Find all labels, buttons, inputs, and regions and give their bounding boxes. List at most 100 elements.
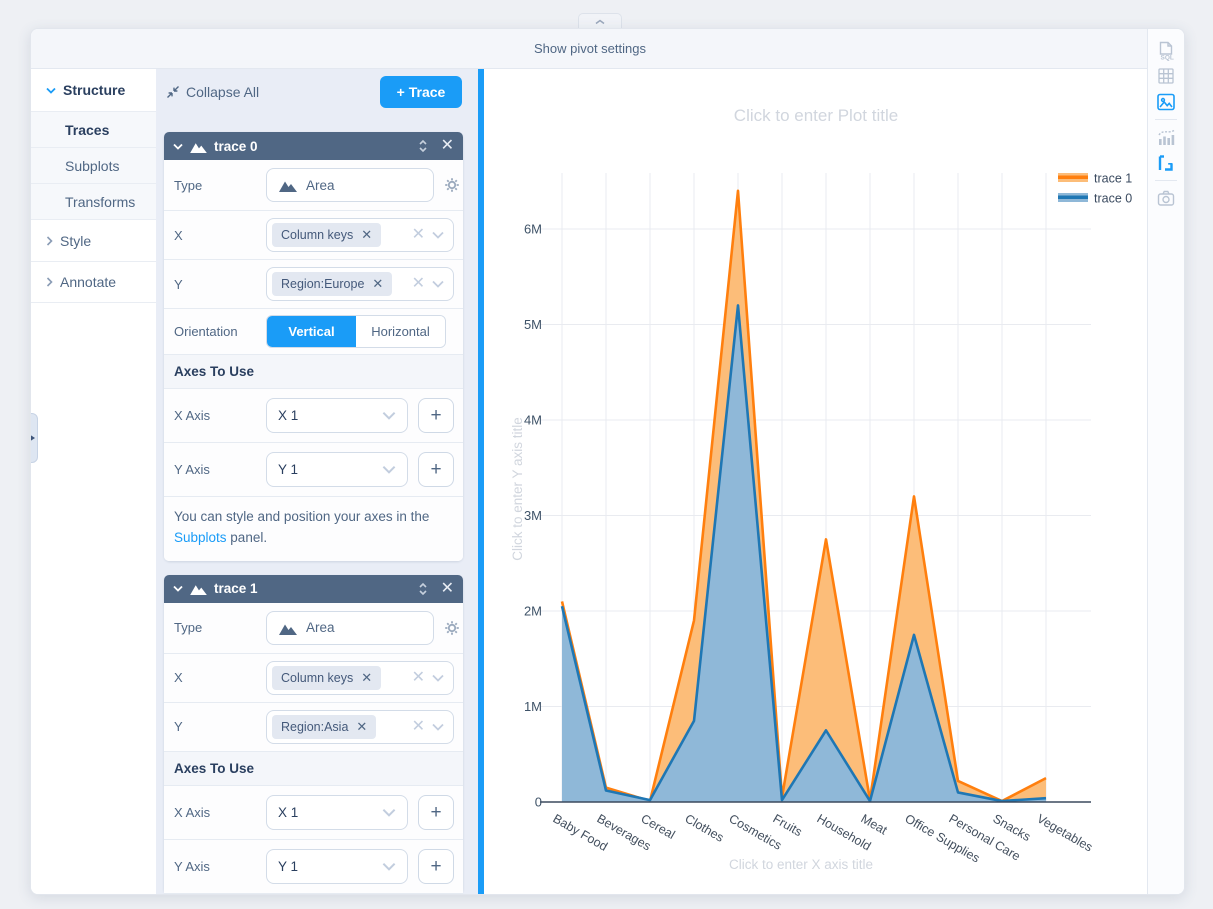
- add-x-axis-button[interactable]: +: [418, 794, 454, 830]
- x-axis-title-placeholder[interactable]: Click to enter X axis title: [729, 857, 873, 872]
- y-axis-select[interactable]: Y 1: [266, 452, 408, 487]
- reorder-trace-icon[interactable]: [418, 138, 428, 154]
- toolbar-divider: [1155, 119, 1177, 120]
- analyze-chart-icon[interactable]: [1153, 124, 1179, 150]
- camera-snapshot-icon[interactable]: [1153, 185, 1179, 211]
- area-chart-icon: [279, 181, 297, 192]
- chevron-down-icon: [382, 465, 396, 474]
- chevron-down-icon: [173, 586, 183, 593]
- sidebar-item-traces[interactable]: Traces: [31, 111, 156, 147]
- y-tick-label: 6M: [524, 222, 542, 237]
- chart-editor-window: Show pivot settings Structure Traces Sub…: [30, 28, 1185, 895]
- sidebar: Structure Traces Subplots Transforms Sty…: [31, 69, 156, 894]
- add-trace-button[interactable]: + Trace: [380, 76, 462, 108]
- area-chart-icon: [190, 585, 207, 596]
- y-tick-label: 3M: [524, 508, 542, 523]
- delete-trace-icon[interactable]: ✕: [440, 579, 454, 597]
- x-axis-select[interactable]: X 1: [266, 794, 408, 830]
- info-text: panel.: [226, 529, 268, 545]
- remove-chip-icon[interactable]: ✕: [372, 276, 384, 291]
- axes-info-note: You can style and position your axes in …: [164, 497, 463, 561]
- add-y-axis-button[interactable]: +: [418, 452, 454, 487]
- subplots-link[interactable]: Subplots: [174, 529, 227, 545]
- chevron-down-icon[interactable]: [432, 723, 444, 731]
- sidebar-item-label: Traces: [65, 121, 110, 138]
- grid-table-icon[interactable]: [1153, 63, 1179, 89]
- x-axis-label: X Axis: [174, 804, 211, 820]
- x-data-select[interactable]: Column keys ✕ ✕: [266, 218, 454, 252]
- clear-select-icon[interactable]: ✕: [411, 717, 425, 735]
- svg-text:SQL: SQL: [1161, 54, 1174, 61]
- trace-type-select[interactable]: Area: [266, 610, 434, 645]
- sidebar-group-structure[interactable]: Structure: [31, 69, 156, 111]
- y-tick-label: 4M: [524, 413, 542, 428]
- x-axis-value: X 1: [278, 804, 299, 820]
- collapse-all-button[interactable]: Collapse All: [166, 84, 259, 100]
- gear-icon[interactable]: [444, 620, 460, 636]
- plot-title-placeholder[interactable]: Click to enter Plot title: [734, 106, 898, 125]
- trace-0-fold: trace 0 ✕ Type: [164, 132, 463, 561]
- top-settings-bar: Show pivot settings: [31, 29, 1149, 69]
- trace-title: trace 1: [214, 581, 258, 597]
- y-data-select[interactable]: Region:Asia ✕ ✕: [266, 709, 454, 744]
- remove-chip-icon[interactable]: ✕: [356, 718, 368, 734]
- trace-1-fold: trace 1 ✕ Type: [164, 574, 463, 894]
- legend-label[interactable]: trace 0: [1094, 192, 1132, 206]
- x-axis-select[interactable]: X 1: [266, 398, 408, 433]
- delete-trace-icon[interactable]: ✕: [440, 137, 454, 154]
- y-data-chip[interactable]: Region:Asia ✕: [272, 714, 377, 739]
- legend-label[interactable]: trace 1: [1094, 172, 1132, 186]
- sidebar-group-style[interactable]: Style: [31, 219, 156, 261]
- y-axis-title-placeholder[interactable]: Click to enter Y axis title: [510, 417, 525, 561]
- y-axis-label: Y Axis: [174, 462, 210, 477]
- x-tick-label: Clothes: [683, 811, 727, 844]
- area-chart-icon: [190, 142, 207, 153]
- sidebar-item-transforms[interactable]: Transforms: [31, 183, 156, 219]
- clear-select-icon[interactable]: ✕: [411, 668, 425, 686]
- trace-1-fold-header[interactable]: trace 1 ✕: [164, 574, 463, 603]
- add-x-axis-button[interactable]: +: [418, 398, 454, 433]
- orientation-horizontal-button[interactable]: Horizontal: [356, 316, 445, 347]
- panel-resize-divider[interactable]: [478, 69, 484, 894]
- collapse-arrows-icon: [167, 86, 179, 98]
- sql-data-icon[interactable]: SQL: [1153, 37, 1179, 63]
- chart-image-icon[interactable]: [1153, 89, 1179, 115]
- trace-type-select[interactable]: Area: [266, 168, 434, 202]
- remove-chip-icon[interactable]: ✕: [361, 669, 373, 685]
- show-pivot-settings-button[interactable]: Show pivot settings: [533, 41, 646, 56]
- sidebar-item-label: Subplots: [65, 157, 120, 174]
- chip-label: Column keys: [281, 670, 354, 685]
- orientation-vertical-button[interactable]: Vertical: [267, 316, 356, 347]
- orientation-toggle: Vertical Horizontal: [266, 315, 446, 348]
- y-data-select[interactable]: Region:Europe ✕ ✕: [266, 267, 454, 301]
- y-tick-label: 0: [535, 795, 542, 810]
- reorder-trace-icon[interactable]: [418, 581, 428, 597]
- add-y-axis-button[interactable]: +: [418, 848, 454, 884]
- x-data-chip[interactable]: Column keys ✕: [272, 665, 382, 690]
- sidebar-group-label: Annotate: [60, 274, 117, 290]
- clear-select-icon[interactable]: ✕: [411, 275, 425, 292]
- y-axis-select[interactable]: Y 1: [266, 848, 408, 884]
- toolbar-divider: [1155, 180, 1177, 181]
- clear-select-icon[interactable]: ✕: [411, 226, 425, 243]
- sidebar-expand-handle[interactable]: [31, 413, 38, 463]
- gear-icon[interactable]: [444, 177, 460, 193]
- y-label: Y: [174, 719, 183, 735]
- chevron-down-icon[interactable]: [432, 280, 444, 288]
- remove-chip-icon[interactable]: ✕: [361, 227, 373, 242]
- x-data-select[interactable]: Column keys ✕ ✕: [266, 660, 454, 695]
- pivot-icon[interactable]: [1153, 150, 1179, 176]
- chip-label: Region:Europe: [281, 277, 365, 291]
- sidebar-item-subplots[interactable]: Subplots: [31, 147, 156, 183]
- y-axis-label: Y Axis: [174, 858, 210, 874]
- area-chart-icon: [279, 624, 297, 635]
- sidebar-group-annotate[interactable]: Annotate: [31, 261, 156, 303]
- x-data-chip[interactable]: Column keys ✕: [272, 223, 382, 247]
- trace-0-fold-header[interactable]: trace 0 ✕: [164, 132, 463, 160]
- y-data-chip[interactable]: Region:Europe ✕: [272, 272, 393, 296]
- chevron-down-icon[interactable]: [432, 231, 444, 239]
- pivot-settings-tab-handle[interactable]: [578, 13, 622, 29]
- chevron-down-icon[interactable]: [432, 674, 444, 682]
